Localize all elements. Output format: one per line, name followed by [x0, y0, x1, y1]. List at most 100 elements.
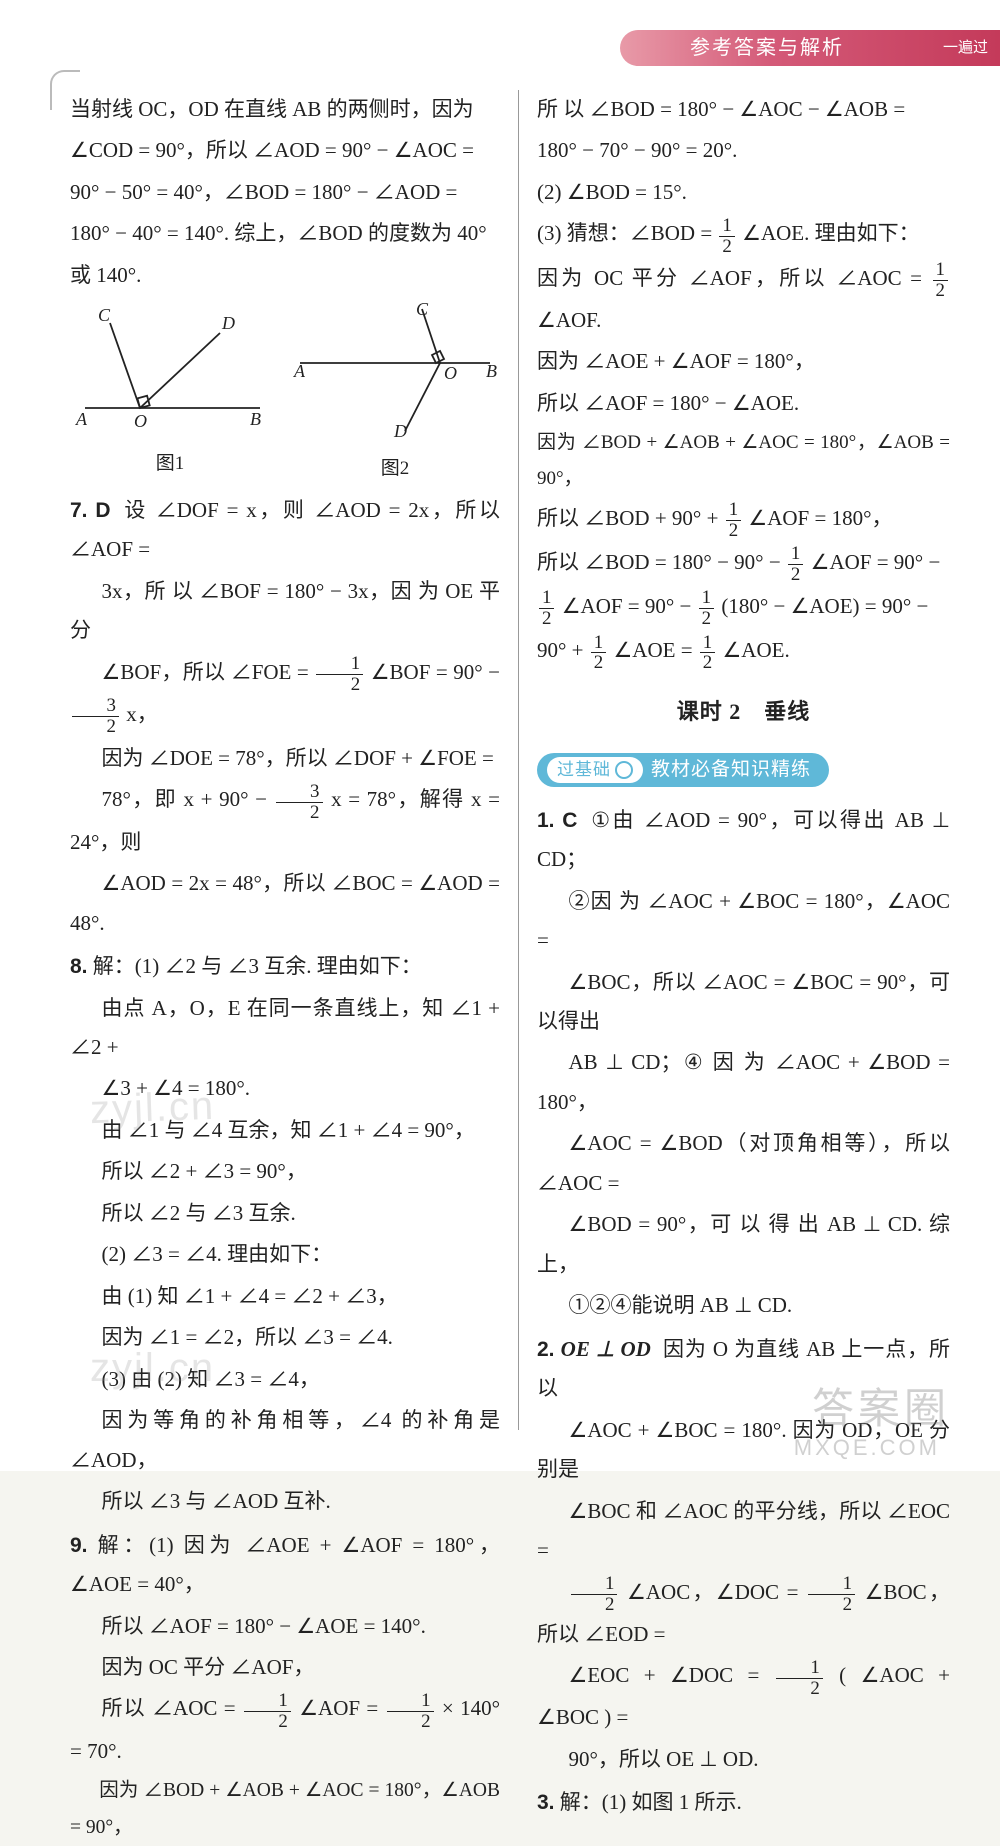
- label-D: D: [221, 313, 235, 333]
- r-q2-ans: OE ⊥ OD: [561, 1337, 651, 1361]
- intro-line: 180° − 40° = 140°. 综上，∠BOD 的度数为 40°: [70, 214, 500, 253]
- fraction-half: 12: [808, 1574, 855, 1615]
- label-B: B: [250, 409, 261, 429]
- r-q1-line: AB ⊥ CD；④ 因 为 ∠AOC + ∠BOD = 180°，: [537, 1043, 950, 1122]
- figure-2-svg: A O B C D: [290, 303, 500, 438]
- q8-line: (2) ∠3 = ∠4. 理由如下：: [70, 1235, 500, 1274]
- figure-1-svg: A O B C D: [70, 303, 270, 433]
- cont-line: 12 ∠AOF = 90° − 12 (180° − ∠AOE) = 90° −: [537, 587, 950, 629]
- fraction-half: 12: [539, 588, 554, 629]
- fraction-threehalf: 32: [72, 696, 119, 737]
- watermark: MXQE.COM: [794, 1435, 940, 1461]
- q7-line: 设 ∠DOF = x，则 ∠AOD = 2x，所以 ∠AOF =: [70, 498, 500, 561]
- watermark: 答案圈: [812, 1375, 950, 1436]
- cont-line: 因为 ∠BOD + ∠AOB + ∠AOC = 180°，∠AOB = 90°，: [537, 425, 950, 496]
- pill-dot-icon: [615, 761, 633, 779]
- fraction-half: 12: [776, 1658, 823, 1699]
- pill-label: 教材必备知识精练: [651, 752, 811, 788]
- label-A: A: [293, 361, 306, 381]
- cont-line: 所 以 ∠BOD = 180° − ∠AOC − ∠AOB =: [537, 90, 950, 129]
- fraction-half: 12: [788, 544, 803, 585]
- q8: 8. 解：(1) ∠2 与 ∠3 互余. 理由如下：: [70, 947, 500, 986]
- watermark: zyjl.cn: [90, 1346, 215, 1391]
- q8-line: 所以 ∠3 与 ∠AOD 互补.: [70, 1482, 500, 1521]
- label-C: C: [416, 303, 429, 319]
- r-q2-line: ∠EOC + ∠DOC = 12 ( ∠AOC + ∠BOC ) =: [537, 1656, 950, 1738]
- corner-decoration: [50, 70, 80, 110]
- r-q3: 3. 解：(1) 如图 1 所示.: [537, 1783, 950, 1822]
- r-q2-line: 90°，所以 OE ⊥ OD.: [537, 1740, 950, 1779]
- r-q1-ans: C: [562, 809, 577, 832]
- q8-line: 所以 ∠2 + ∠3 = 90°，: [70, 1152, 500, 1191]
- q9-line: 因为 ∠BOD + ∠AOB + ∠AOC = 180°，∠AOB = 90°，: [70, 1773, 500, 1846]
- q7: 7. D 设 ∠DOF = x，则 ∠AOD = 2x，所以 ∠AOF =: [70, 491, 500, 570]
- fraction-half: 12: [700, 633, 715, 674]
- left-column: 当射线 OC，OD 在直线 AB 的两侧时，因为 ∠COD = 90°，所以 ∠…: [70, 90, 519, 1430]
- intro-line: ∠COD = 90°，所以 ∠AOD = 90° − ∠AOC =: [70, 131, 500, 170]
- figure-1-label: 图1: [70, 446, 270, 482]
- q7-ans: D: [95, 499, 110, 522]
- right-column: 所 以 ∠BOD = 180° − ∠AOC − ∠AOB = 180° − 7…: [519, 90, 950, 1430]
- fraction-half: 12: [933, 260, 948, 301]
- q8-line: 由 (1) 知 ∠1 + ∠4 = ∠2 + ∠3，: [70, 1277, 500, 1316]
- figure-2: A O B C D 图2: [290, 303, 500, 486]
- q8-line: 由点 A，O，E 在同一条直线上，知 ∠1 + ∠2 +: [70, 989, 500, 1068]
- r-q1-line: ②因 为 ∠AOC + ∠BOC = 180°，∠AOC =: [537, 882, 950, 961]
- r-q3-num: 3.: [537, 1791, 555, 1814]
- q9-line: 因为 OC 平分 ∠AOF，: [70, 1648, 500, 1687]
- q7-line: 因为 ∠DOE = 78°，所以 ∠DOF + ∠FOE =: [70, 739, 500, 778]
- q7-num: 7.: [70, 499, 88, 522]
- r-q2-num: 2.: [537, 1338, 555, 1361]
- label-A: A: [75, 409, 88, 429]
- header-bar: 参考答案与解析 一遍过: [620, 30, 1000, 66]
- label-C: C: [98, 305, 111, 325]
- cont-line: 180° − 70° − 90° = 20°.: [537, 131, 950, 170]
- r-q1-line: ∠BOD = 90°，可 以 得 出 AB ⊥ CD. 综 上，: [537, 1205, 950, 1284]
- fraction-half: 12: [591, 633, 606, 674]
- r-q2-line: ∠BOC 和 ∠AOC 的平分线，所以 ∠EOC =: [537, 1492, 950, 1571]
- figures-row: A O B C D 图1: [70, 303, 500, 486]
- cont-line: 因为 OC 平分 ∠AOF，所以 ∠AOC = 12 ∠AOF.: [537, 259, 950, 341]
- label-B: B: [486, 361, 497, 381]
- r-q1-line: ∠AOC = ∠BOD（对顶角相等），所以 ∠AOC =: [537, 1124, 950, 1203]
- r-q1: 1. C ①由 ∠AOD = 90°，可以得出 AB ⊥ CD；: [537, 801, 950, 880]
- cont-line: 90° + 12 ∠AOE = 12 ∠AOE.: [537, 631, 950, 673]
- r-q3-line: 解：(1) 如图 1 所示.: [560, 1790, 742, 1814]
- pill-tag: 过基础: [547, 757, 643, 783]
- cont-line: 因为 ∠AOE + ∠AOF = 180°，: [537, 342, 950, 381]
- fraction-half: 12: [719, 216, 734, 257]
- intro-line: 或 140°.: [70, 256, 500, 295]
- q8-line: 因为等角的补角相等，∠4 的补角是 ∠AOD，: [70, 1401, 500, 1480]
- q8-num: 8.: [70, 955, 88, 978]
- q7-line: 78°，即 x + 90° − 32 x = 78°，解得 x = 24°，则: [70, 780, 500, 862]
- q7-line: ∠BOF，所以 ∠FOE = 12 ∠BOF = 90° − 32 x，: [70, 653, 500, 737]
- q8-line: 解：(1) ∠2 与 ∠3 互余. 理由如下：: [93, 954, 422, 978]
- r-q1-line: ∠BOC，所以 ∠AOC = ∠BOC = 90°，可以得出: [537, 963, 950, 1042]
- r-q1-line: ①②④能说明 AB ⊥ CD.: [537, 1286, 950, 1325]
- label-O: O: [134, 411, 147, 431]
- fraction-half: 12: [387, 1691, 434, 1732]
- page: 参考答案与解析 一遍过 当射线 OC，OD 在直线 AB 的两侧时，因为 ∠CO…: [0, 0, 1000, 1471]
- q9-line: 所以 ∠AOC = 12 ∠AOF = 12 × 140° = 70°.: [70, 1689, 500, 1771]
- fraction-half: 12: [726, 500, 741, 541]
- q8-line: 所以 ∠2 与 ∠3 互余.: [70, 1194, 500, 1233]
- cont-line: 所以 ∠AOF = 180° − ∠AOE.: [537, 384, 950, 423]
- columns: 当射线 OC，OD 在直线 AB 的两侧时，因为 ∠COD = 90°，所以 ∠…: [70, 90, 950, 1430]
- section-title: 课时 2 垂线: [537, 691, 950, 732]
- q9-line: 解：(1) 因为 ∠AOE + ∠AOF = 180°，∠AOE = 40°，: [70, 1533, 500, 1596]
- intro-line: 90° − 50° = 40°，∠BOD = 180° − ∠AOD =: [70, 173, 500, 212]
- r-q1-line: ①由 ∠AOD = 90°，可以得出 AB ⊥ CD；: [537, 808, 950, 871]
- label-O: O: [444, 363, 457, 383]
- section-pill: 过基础 教材必备知识精练: [537, 753, 829, 787]
- header-brand: 一遍过: [943, 30, 988, 66]
- cont-line: (2) ∠BOD = 15°.: [537, 173, 950, 212]
- q9-num: 9.: [70, 1534, 88, 1557]
- fraction-half: 12: [571, 1574, 618, 1615]
- q9: 9. 解：(1) 因为 ∠AOE + ∠AOF = 180°，∠AOE = 40…: [70, 1526, 500, 1605]
- header-title: 参考答案与解析: [690, 37, 844, 59]
- r-q1-num: 1.: [537, 809, 555, 832]
- figure-2-label: 图2: [290, 451, 500, 487]
- cont-line: (3) 猜想：∠BOD = 12 ∠AOE. 理由如下：: [537, 214, 950, 256]
- q7-line: 3x，所 以 ∠BOF = 180° − 3x，因 为 OE 平 分: [70, 572, 500, 651]
- fraction-threehalf: 32: [276, 782, 323, 823]
